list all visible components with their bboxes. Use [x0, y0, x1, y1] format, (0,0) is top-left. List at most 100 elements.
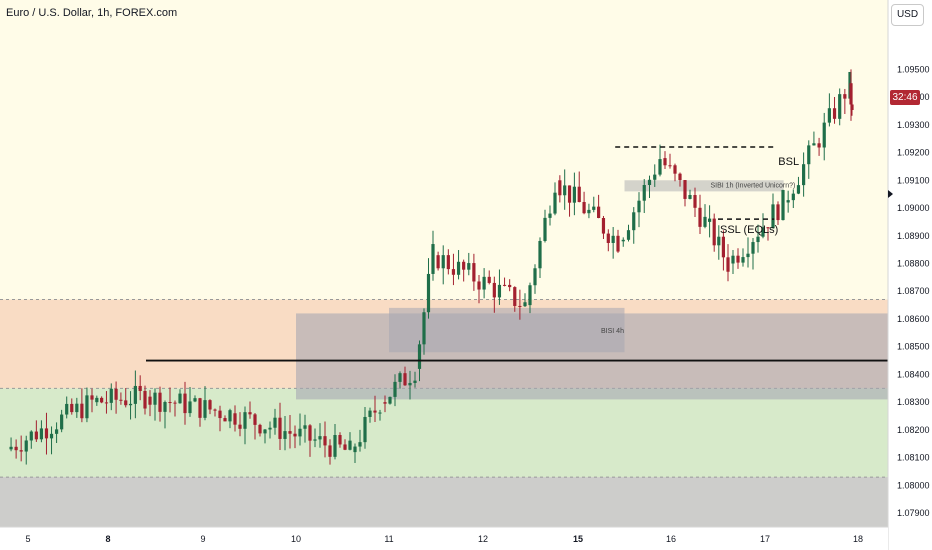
ssl-dashed-line-label: SSL (EQLs): [720, 224, 778, 236]
x-tick-label: 15: [573, 534, 583, 544]
candle-body: [508, 284, 512, 288]
candle-body: [203, 400, 207, 418]
candle-body: [328, 445, 332, 457]
candle-body: [233, 413, 237, 425]
price-axis: [888, 0, 932, 550]
candle-body: [647, 179, 652, 186]
candle-body: [832, 108, 837, 119]
candle-body: [39, 428, 44, 440]
candle-body: [621, 239, 625, 242]
candle-body: [168, 402, 172, 404]
candle-body: [626, 230, 631, 240]
candle-body: [653, 174, 657, 180]
candle-body: [462, 261, 466, 270]
candle-body: [148, 396, 152, 405]
candle-body: [472, 263, 476, 282]
x-tick-label: 10: [291, 534, 301, 544]
candle-body: [19, 450, 23, 452]
candle-body: [849, 83, 853, 105]
candle-body: [119, 399, 123, 401]
candle-body: [426, 273, 431, 313]
candle-body: [482, 276, 486, 290]
candle-body: [198, 398, 202, 418]
symbol-title: Euro / U.S. Dollar, 1h, FOREX.com: [6, 7, 178, 19]
candle-body: [288, 431, 292, 434]
bsl-dashed-line-label: BSL: [778, 156, 799, 168]
candle-body: [712, 218, 716, 246]
candle-body: [632, 212, 636, 231]
time-axis: [0, 527, 888, 550]
candle-body: [791, 193, 795, 201]
candle-body: [616, 235, 620, 252]
candle-body: [843, 94, 847, 99]
candle-body: [353, 446, 357, 453]
candle-body: [343, 444, 347, 450]
candle-body: [133, 385, 137, 404]
candle-body: [193, 398, 197, 402]
currency-button[interactable]: USD: [891, 4, 924, 26]
candle-body: [518, 305, 522, 307]
candle-body: [673, 165, 677, 174]
candle-body: [378, 412, 382, 414]
candle-body: [637, 200, 641, 213]
y-tick-label: 1.09100: [897, 175, 930, 185]
candle-body: [213, 409, 217, 411]
candle-body: [273, 417, 277, 428]
candle-body: [587, 209, 591, 214]
candle-body: [771, 204, 775, 229]
candle-body: [533, 268, 537, 286]
candle-body: [248, 412, 252, 415]
last-price-badge: 32:46: [890, 90, 920, 105]
candle-body: [188, 401, 192, 414]
y-tick-label: 1.07900: [897, 508, 930, 518]
candle-body: [746, 253, 750, 258]
candle-body: [34, 431, 38, 440]
candle-body: [138, 385, 142, 391]
y-tick-label: 1.08400: [897, 369, 930, 379]
candle-body: [597, 206, 601, 219]
candle-body: [726, 257, 730, 272]
zone-discount: [0, 388, 888, 478]
candle-body: [663, 158, 667, 166]
candle-body: [658, 159, 662, 175]
candle-body: [223, 418, 227, 422]
candle-body: [502, 284, 507, 286]
candle-body: [363, 416, 367, 443]
candle-body: [756, 236, 760, 243]
candle-body: [303, 425, 307, 429]
candle-body: [143, 390, 147, 409]
candle-body: [417, 344, 422, 369]
x-tick-label: 16: [666, 534, 676, 544]
candle-body: [456, 261, 461, 275]
y-tick-label: 1.08900: [897, 231, 930, 241]
candle-body: [736, 255, 740, 263]
y-tick-label: 1.09200: [897, 148, 930, 158]
candle-body: [796, 185, 801, 194]
candle-body: [163, 402, 167, 412]
candle-body: [567, 185, 572, 203]
candle-body: [158, 392, 162, 412]
candle-body: [717, 236, 721, 246]
candle-body: [642, 185, 646, 201]
candle-body: [721, 236, 725, 258]
candle-body: [109, 388, 113, 403]
candle-body: [572, 186, 576, 203]
candle-body: [114, 388, 118, 400]
candle-body: [80, 403, 84, 419]
y-tick-label: 1.09000: [897, 203, 930, 213]
candle-body: [14, 446, 18, 451]
candle-body: [668, 165, 672, 167]
candle-body: [807, 145, 811, 165]
candle-body: [802, 164, 806, 186]
candle-body: [422, 312, 426, 345]
candle-body: [451, 269, 456, 275]
candle-body: [29, 431, 33, 441]
candle-body: [431, 244, 435, 274]
zone-lower-band: [0, 477, 888, 527]
sibi-1h-box-label: SIBI 1h (Inverted Unicorn?): [711, 182, 796, 189]
candle-body: [24, 440, 28, 452]
candle-body: [293, 433, 297, 437]
candle-body: [238, 424, 242, 429]
